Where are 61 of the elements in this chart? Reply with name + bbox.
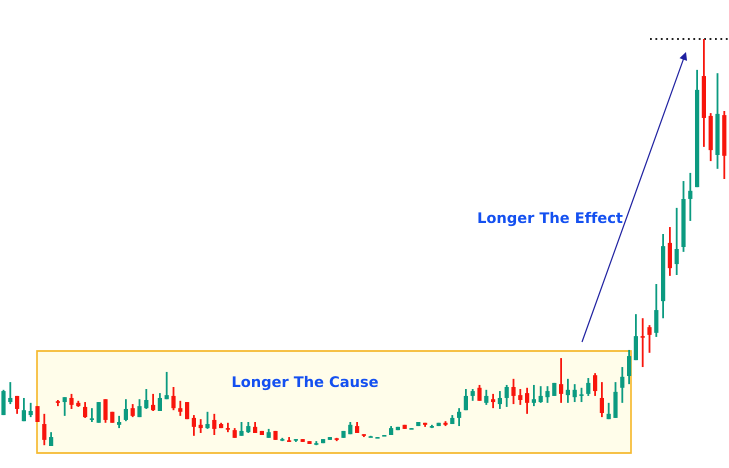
candlestick (600, 381, 604, 418)
candlestick (626, 349, 632, 386)
annotation: Longer The Effect (478, 212, 623, 226)
candlestick (246, 421, 250, 434)
candlestick (42, 412, 46, 446)
candlestick (511, 378, 516, 405)
candlestick (252, 421, 258, 434)
candlestick (232, 427, 237, 439)
candlestick (654, 283, 658, 338)
candlestick (171, 386, 176, 412)
candlestick (470, 388, 475, 402)
candlestick (28, 402, 33, 418)
candlestick (490, 393, 496, 410)
candlestick (592, 372, 598, 397)
candlestick (22, 397, 26, 422)
candlestick (647, 324, 652, 354)
candlestick (620, 366, 624, 404)
candlestick (354, 421, 360, 434)
candlestick (484, 388, 488, 406)
candlestick (62, 396, 67, 417)
candlestick (69, 393, 74, 410)
candlestick (14, 395, 20, 415)
candlestick (688, 172, 692, 222)
candlestick (456, 407, 462, 427)
candlestick (558, 357, 564, 404)
candlestick (178, 400, 182, 417)
candlestick (606, 402, 611, 420)
candlestick (545, 385, 550, 404)
candlestick (524, 386, 530, 415)
candlestick (192, 414, 196, 437)
candlestick (674, 207, 679, 276)
candlestick (144, 388, 148, 410)
candlestick (572, 383, 577, 403)
candlestick (116, 414, 122, 429)
candlestick (477, 384, 482, 402)
candlestick (103, 398, 108, 424)
candlestick (348, 421, 352, 436)
candlestick (239, 421, 244, 437)
candlestick (137, 398, 142, 418)
candlestick (212, 412, 216, 436)
candlestick (586, 377, 590, 397)
candlestick (8, 381, 12, 405)
candlestick (532, 384, 536, 408)
candlestick (82, 401, 88, 419)
candlestick (538, 385, 543, 404)
candlestick (205, 410, 210, 430)
candlestick (158, 392, 162, 412)
candlestick (498, 390, 502, 410)
candlestick (35, 405, 40, 423)
candlestick (566, 378, 570, 404)
candlestick (504, 384, 509, 408)
candlestick (150, 393, 156, 412)
candlestick (164, 371, 169, 400)
candlestick (518, 388, 522, 406)
candlestick (124, 398, 128, 422)
candlestick (198, 418, 203, 434)
candlestick (48, 431, 54, 447)
candlestick (130, 403, 135, 418)
annotation: Longer The Cause (232, 376, 378, 390)
candlestick (640, 317, 645, 368)
candlestick (464, 388, 468, 412)
